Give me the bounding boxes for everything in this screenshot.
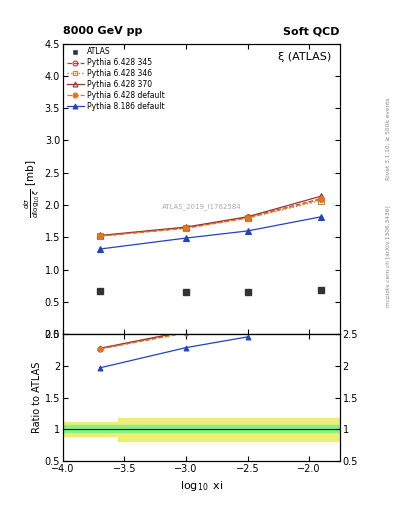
Y-axis label: $\frac{d\sigma}{d\log_{10}\xi}$ [mb]: $\frac{d\sigma}{d\log_{10}\xi}$ [mb] [22, 160, 42, 218]
Y-axis label: Ratio to ATLAS: Ratio to ATLAS [32, 362, 42, 433]
Text: ξ (ATLAS): ξ (ATLAS) [278, 52, 332, 62]
Text: mcplots.cern.ch [arXiv:1306.3436]: mcplots.cern.ch [arXiv:1306.3436] [386, 205, 391, 307]
Text: ATLAS_2019_I1762584: ATLAS_2019_I1762584 [162, 203, 241, 210]
Text: 8000 GeV pp: 8000 GeV pp [63, 26, 142, 36]
Text: Soft QCD: Soft QCD [283, 26, 340, 36]
Text: Rivet 3.1.10, ≥ 500k events: Rivet 3.1.10, ≥ 500k events [386, 97, 391, 180]
X-axis label: $\log_{10}$ xi: $\log_{10}$ xi [180, 479, 223, 493]
Legend: ATLAS, Pythia 6.428 345, Pythia 6.428 346, Pythia 6.428 370, Pythia 6.428 defaul: ATLAS, Pythia 6.428 345, Pythia 6.428 34… [65, 46, 167, 113]
